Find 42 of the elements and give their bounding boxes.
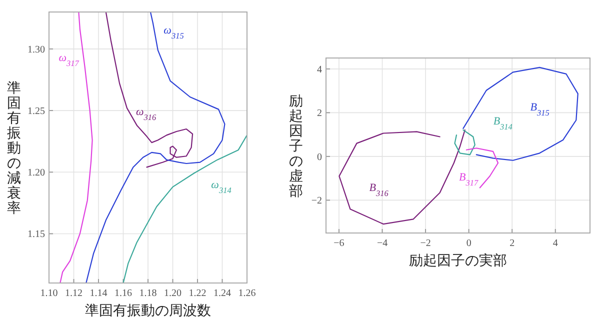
x-tick-label: −6 [334,238,344,249]
x-tick-label: 1.24 [214,288,231,299]
x-axis-title: 励起因子の実部 [409,253,507,269]
y-tick-label: 1.25 [28,106,45,118]
series-label: ω$_{315}$ [164,24,184,40]
x-tick-label: 2 [510,238,515,249]
y-tick-label: −2 [311,196,322,207]
x-tick-label: 0 [466,238,472,249]
series-label: B$_{314}$ [493,116,512,131]
x-tick-label: 1.18 [139,288,157,299]
text: 準固有振動の減衰率 [7,82,21,216]
y-tick-label: 4 [317,64,322,76]
x-tick-label: 1.20 [164,288,182,299]
x-tick-label: 1.14 [90,288,108,299]
x-tick-label: 1.16 [114,288,132,299]
line-series [466,148,499,188]
y-tick-label: 1.20 [28,168,45,179]
series-label: ω$_{314}$ [211,179,232,195]
line-series [122,134,247,283]
x-tick-label: 1.12 [65,288,82,299]
x-tick-label: 1.26 [238,288,256,299]
line-series [105,12,194,168]
line-series [338,129,466,225]
x-tick-label: −4 [376,238,388,249]
line-series [454,129,476,156]
y-tick-label: 1.15 [28,229,45,240]
series-label: B$_{316}$ [369,182,390,198]
y-tick-label: 1.30 [28,44,45,56]
series-label: ω$_{317}$ [58,52,80,68]
line-series [60,12,93,283]
x-tick-label: 1.22 [188,288,206,299]
x-tick-label: −2 [420,238,431,249]
text: B$_{315}$ [530,102,550,117]
y-tick-label: 0 [317,152,322,163]
x-axis-title: 準固有振動の周波数 [85,303,211,319]
y-axis-title: 励起因子の虚部 [289,94,303,200]
y-tick-label: 2 [317,108,322,120]
series-label: ω$_{316}$ [136,106,157,122]
series-label: B$_{317}$ [459,172,479,187]
x-tick-label: 1.10 [40,288,58,299]
line-series [462,66,578,161]
x-tick-label: 4 [552,238,558,249]
